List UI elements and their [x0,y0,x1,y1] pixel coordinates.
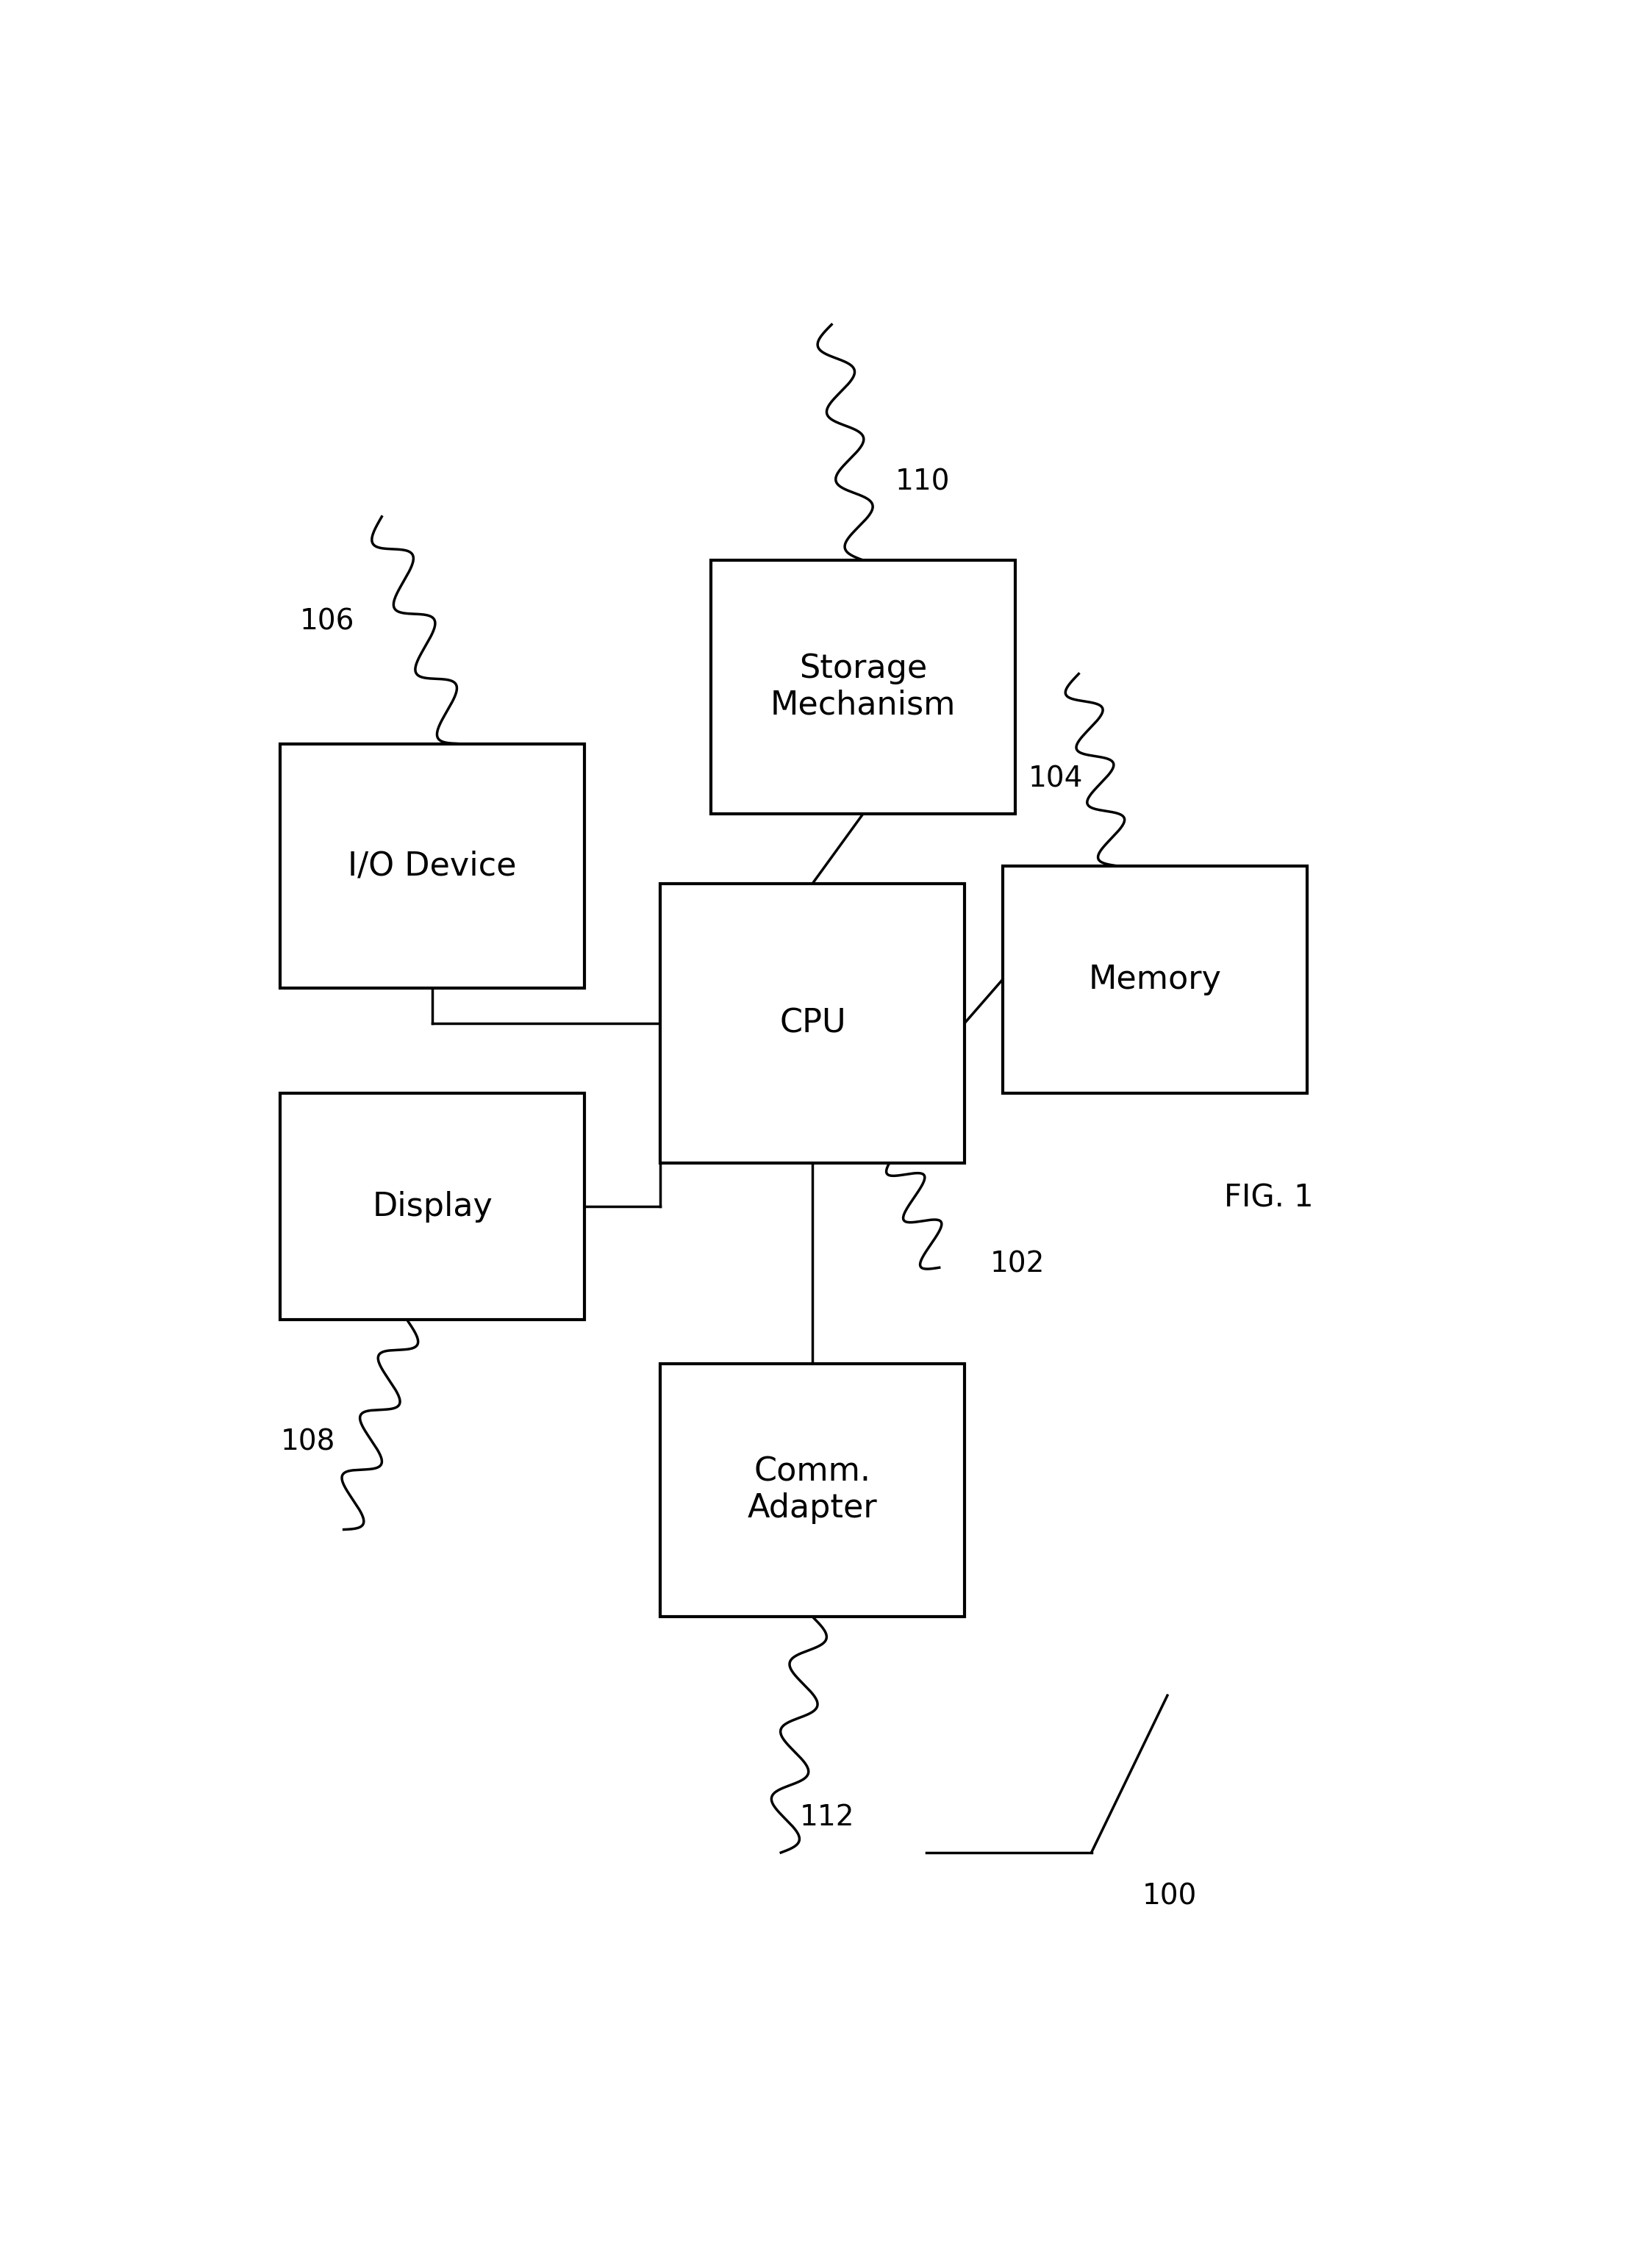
Text: 110: 110 [894,467,950,497]
Text: I/O Device: I/O Device [348,850,517,882]
Text: Comm.
Adapter: Comm. Adapter [747,1456,878,1524]
Text: Storage
Mechanism: Storage Mechanism [770,653,956,721]
Bar [281,744,585,989]
Bar [661,882,965,1163]
Text: 108: 108 [281,1429,335,1456]
Text: CPU: CPU [780,1007,845,1039]
Text: Memory: Memory [1089,964,1221,996]
Text: FIG. 1: FIG. 1 [1225,1182,1313,1213]
Text: 104: 104 [1028,764,1082,792]
Text: 102: 102 [991,1250,1045,1279]
Bar [1002,866,1306,1093]
Bar [711,560,1015,814]
Text: Display: Display [373,1191,492,1222]
Text: 112: 112 [800,1803,855,1833]
Bar [281,1093,585,1320]
Text: 106: 106 [299,608,355,635]
Bar [661,1363,965,1617]
Text: 100: 100 [1143,1882,1197,1910]
